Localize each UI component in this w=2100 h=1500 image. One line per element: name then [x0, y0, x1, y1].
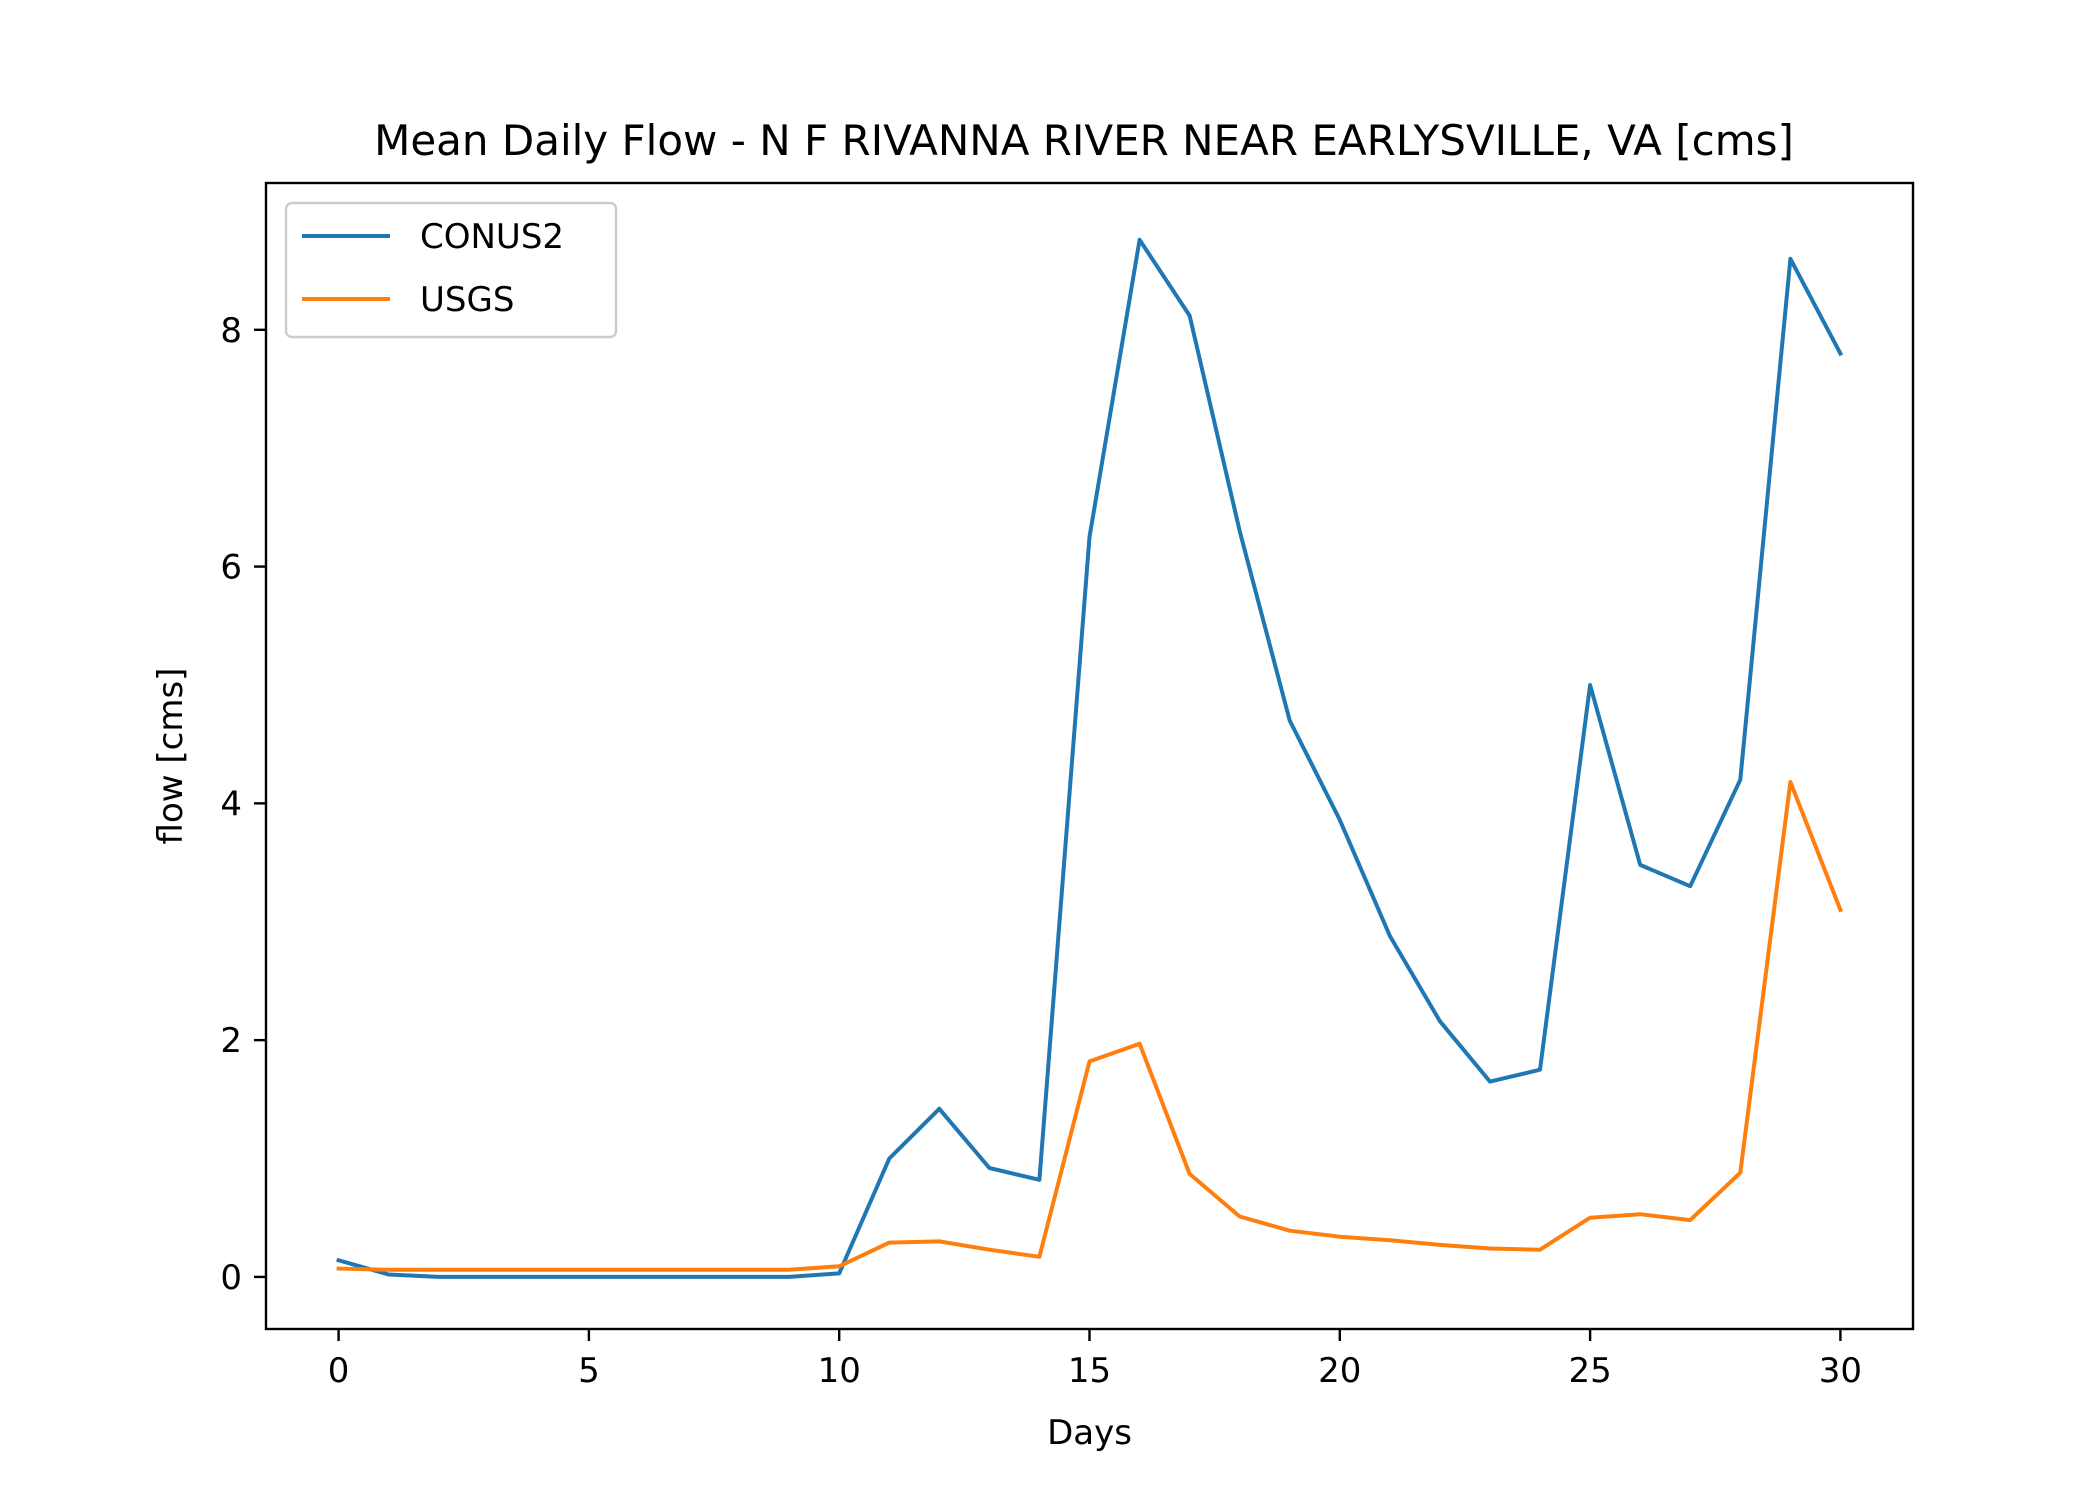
- x-tick-label: 10: [818, 1351, 861, 1391]
- x-tick-label: 5: [578, 1351, 600, 1391]
- y-tick-label: 8: [220, 311, 242, 351]
- x-tick-label: 15: [1068, 1351, 1111, 1391]
- legend-label: CONUS2: [420, 217, 564, 257]
- chart-title: Mean Daily Flow - N F RIVANNA RIVER NEAR…: [374, 116, 1794, 165]
- series-line-conus2: [336, 237, 1844, 1279]
- y-axis-ticks: 0 2 4 6 8: [220, 311, 266, 1298]
- y-tick-label: 2: [220, 1021, 242, 1061]
- x-axis-ticks: 0 5 10 15 20 25 30: [328, 1329, 1862, 1391]
- y-axis-label: flow [cms]: [151, 668, 191, 845]
- y-tick-label: 6: [220, 548, 242, 588]
- x-tick-label: 25: [1568, 1351, 1611, 1391]
- x-tick-label: 30: [1819, 1351, 1862, 1391]
- x-tick-label: 0: [328, 1351, 350, 1391]
- x-axis-label: Days: [1047, 1413, 1132, 1453]
- series-layer: [336, 237, 1844, 1279]
- y-tick-label: 4: [220, 784, 242, 824]
- x-tick-label: 20: [1318, 1351, 1361, 1391]
- legend: CONUS2 USGS: [284, 201, 618, 339]
- y-tick-label: 0: [220, 1258, 242, 1298]
- series-line-usgs: [336, 780, 1843, 1272]
- legend-label: USGS: [420, 280, 514, 320]
